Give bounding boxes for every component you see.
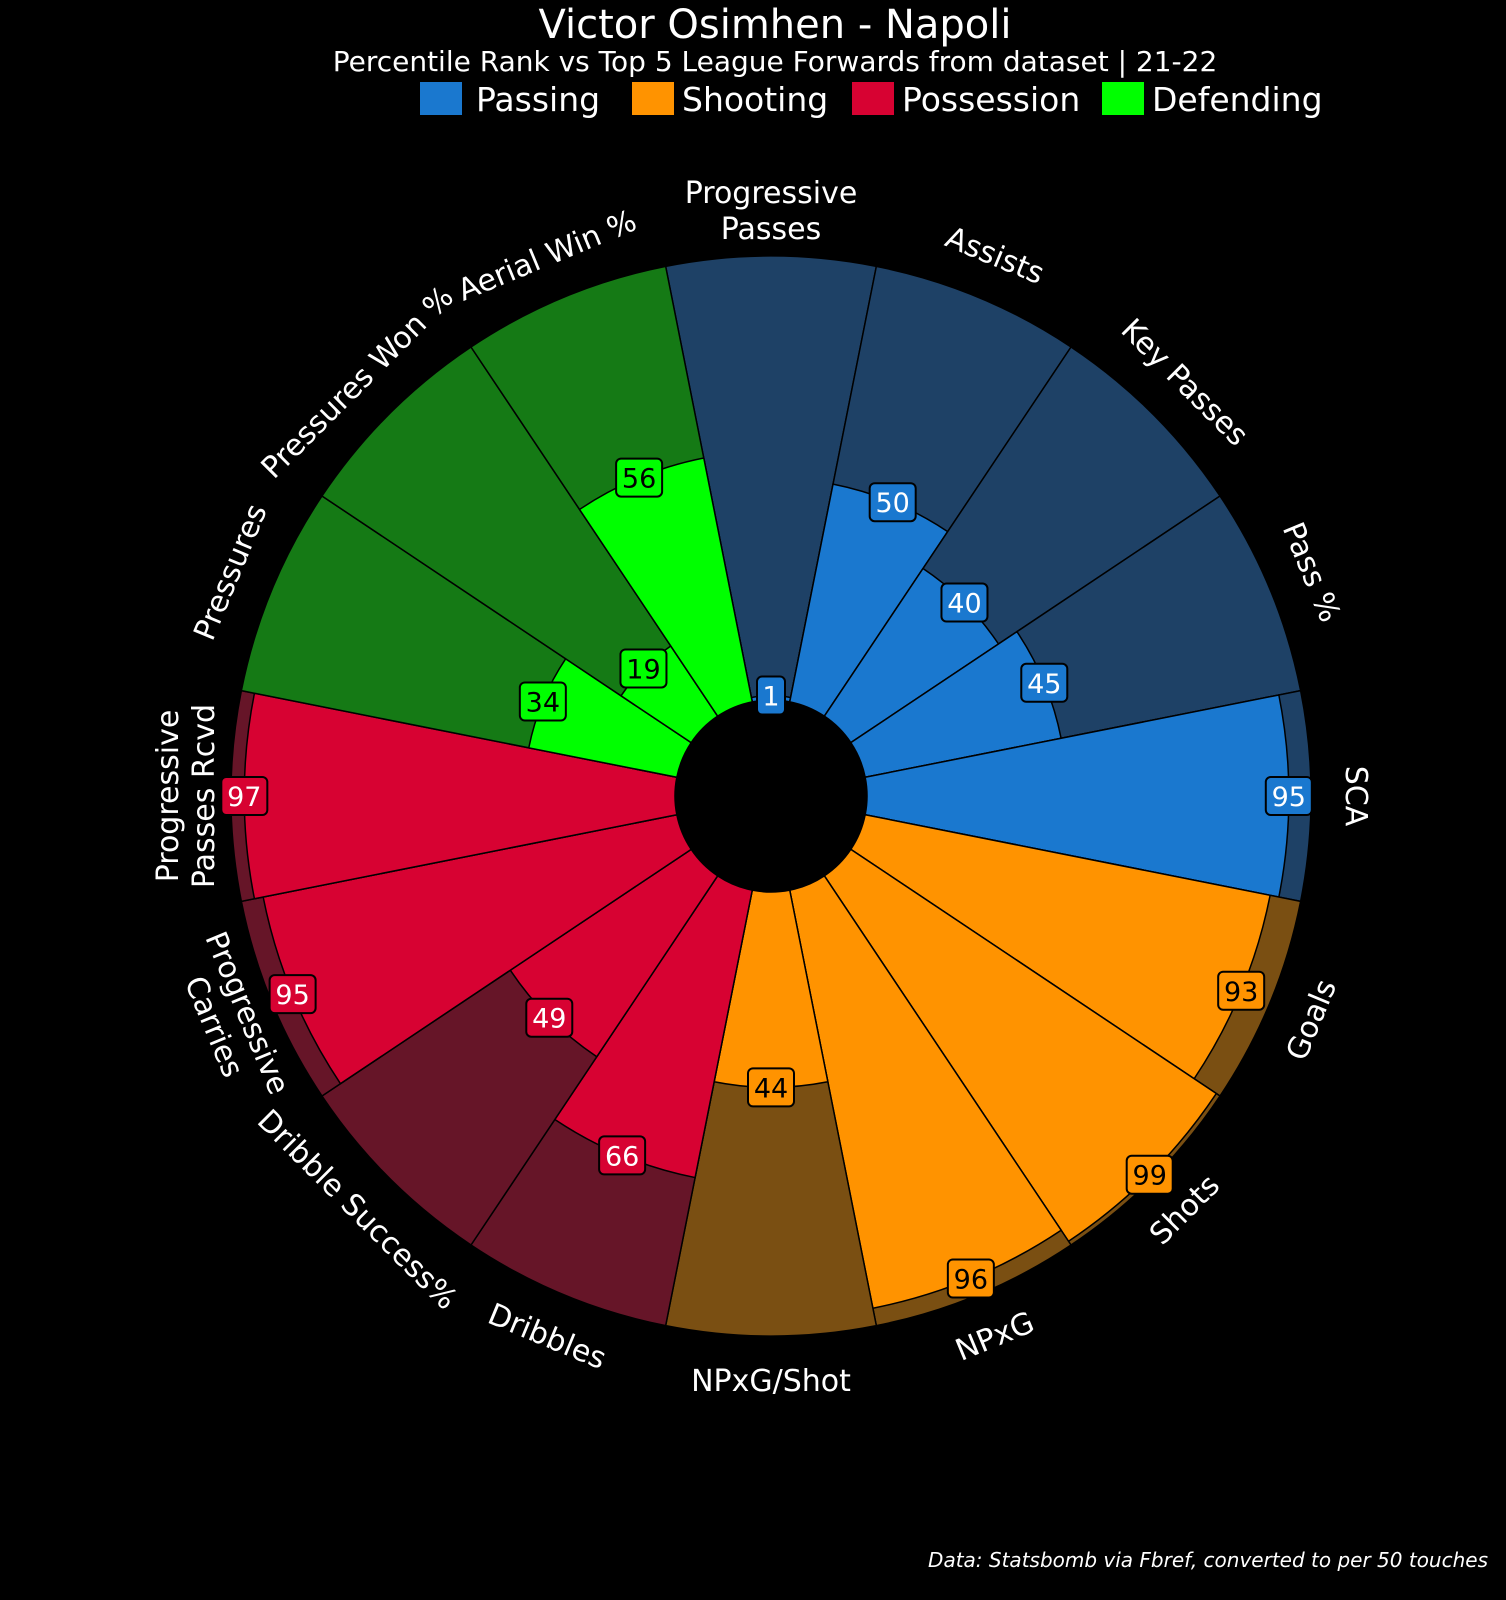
category-label-goals: Goals [1280, 975, 1344, 1066]
category-label-npxg-shot: NPxG/Shot [691, 1364, 851, 1399]
category-label-progressive-passes: Progressive Passes [685, 176, 858, 247]
category-label-npxg: NPxG [951, 1305, 1040, 1369]
value-label-aerial-win: 56 [615, 457, 664, 498]
svg-text:56: 56 [622, 464, 656, 495]
svg-text:44: 44 [754, 1073, 788, 1104]
svg-text:97: 97 [227, 782, 261, 813]
legend-label-shooting: Shooting [682, 80, 828, 119]
value-label-progressive-carries: 95 [268, 974, 317, 1015]
category-label-assists: Assists [940, 220, 1049, 292]
svg-text:66: 66 [605, 1141, 639, 1172]
value-label-dribble-success: 49 [525, 997, 574, 1038]
value-label-assists: 50 [868, 482, 917, 523]
category-label-pass: Pass % [1275, 517, 1347, 627]
legend-swatch-passing [420, 82, 462, 115]
category-label-dribbles: Dribbles [483, 1297, 611, 1377]
svg-text:34: 34 [526, 687, 560, 718]
center-hole [675, 700, 867, 892]
value-label-npxg: 96 [946, 1258, 995, 1299]
legend-label-defending: Defending [1152, 80, 1323, 119]
value-label-dribbles: 66 [598, 1135, 647, 1176]
svg-text:99: 99 [1133, 1161, 1167, 1192]
svg-text:49: 49 [532, 1004, 566, 1035]
svg-text:1: 1 [762, 682, 779, 713]
legend-label-passing: Passing [476, 80, 600, 119]
chart-subtitle: Percentile Rank vs Top 5 League Forwards… [333, 45, 1218, 78]
legend-label-possession: Possession [902, 80, 1080, 119]
wedges [230, 255, 1312, 1337]
svg-text:50: 50 [876, 488, 910, 519]
svg-text:95: 95 [275, 980, 309, 1011]
svg-text:93: 93 [1224, 977, 1258, 1008]
value-label-progressive-passes: 1 [756, 675, 786, 716]
svg-text:95: 95 [1272, 782, 1306, 813]
value-label-pass: 45 [1020, 662, 1069, 703]
legend: Passing Shooting Possession Defending [420, 80, 1323, 119]
chart-title: Victor Osimhen - Napoli [538, 2, 1011, 48]
value-label-key-passes: 40 [940, 582, 989, 623]
svg-text:96: 96 [954, 1264, 988, 1295]
svg-text:19: 19 [626, 654, 660, 685]
value-label-shots: 99 [1125, 1154, 1174, 1195]
value-label-progressive-passes-rcvd: 97 [220, 776, 269, 816]
legend-swatch-possession [852, 82, 894, 115]
footer-source: Data: Statsbomb via Fbref, converted to … [928, 1548, 1488, 1572]
value-label-pressures-won: 19 [619, 648, 668, 689]
svg-text:45: 45 [1027, 669, 1061, 700]
value-label-sca: 95 [1264, 776, 1313, 816]
category-label-sca: SCA [1338, 766, 1373, 827]
category-label-progressive-passes-rcvd: ProgressivePasses Rcvd [151, 704, 222, 888]
svg-text:40: 40 [947, 589, 981, 620]
legend-swatch-defending [1102, 82, 1144, 115]
value-label-goals: 93 [1217, 970, 1266, 1011]
value-label-npxg-shot: 44 [747, 1067, 795, 1108]
value-labels: 1 50 40 45 95 93 99 96 44 66 49 95 97 34 19 56 [220, 457, 1313, 1299]
value-label-pressures: 34 [518, 681, 567, 722]
legend-swatch-shooting [632, 82, 674, 115]
